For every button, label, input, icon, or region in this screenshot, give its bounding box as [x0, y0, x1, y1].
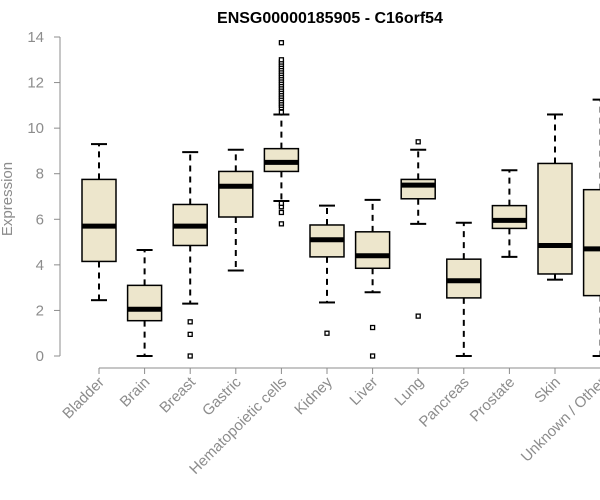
x-tick-label: Breast — [156, 373, 199, 416]
box-bladder — [81, 143, 117, 302]
box-pancreas — [446, 221, 482, 357]
outlier-point — [278, 200, 285, 206]
x-tick-label: Brain — [117, 374, 154, 411]
box-brain — [126, 249, 163, 357]
x-tick-label: Liver — [346, 374, 381, 409]
y-tick-label: 2 — [36, 302, 44, 319]
box-skin — [537, 113, 573, 281]
outlier-point — [187, 331, 193, 338]
x-tick-label: Prostate — [467, 374, 519, 426]
x-tick-label: Skin — [531, 374, 564, 407]
box-liver — [354, 198, 391, 359]
box-breast — [172, 151, 208, 359]
axes: 0 2 4 6 8 10 12 14 — [27, 29, 600, 374]
outlier-point — [369, 353, 376, 359]
outlier-point — [324, 330, 330, 336]
outlier-point — [187, 319, 193, 325]
iqr-box — [491, 204, 528, 230]
outlier-point — [369, 324, 376, 331]
y-tick-label: 0 — [36, 348, 44, 365]
y-axis-label: Expression — [0, 162, 16, 236]
iqr-box — [81, 178, 117, 263]
box-unknown-other — [582, 98, 600, 357]
y-tick-label: 6 — [36, 211, 44, 228]
x-tick-label: Pancreas — [416, 374, 473, 431]
x-tick-label: Lung — [391, 374, 427, 410]
box-prostate — [491, 169, 528, 258]
iqr-box — [354, 231, 391, 270]
iqr-box — [218, 170, 254, 218]
iqr-box — [582, 188, 600, 297]
outlier-point — [278, 209, 285, 216]
iqr-box — [126, 284, 163, 322]
y-tick-label: 14 — [27, 29, 44, 46]
box-lung — [400, 139, 436, 319]
x-tick-label: Gastric — [199, 373, 245, 419]
y-tick-label: 10 — [27, 120, 44, 137]
iqr-box — [537, 162, 573, 275]
outlier-point — [415, 313, 421, 319]
box-gastric — [218, 148, 254, 272]
outlier-point — [187, 353, 193, 359]
box-hematopoietic-cells — [263, 40, 300, 227]
chart-title: ENSG00000185905 - C16orf54 — [217, 10, 443, 27]
y-tick-label: 4 — [36, 257, 44, 274]
box-kidney — [309, 204, 345, 336]
x-tick-label: Kidney — [291, 373, 336, 418]
outlier-point — [415, 139, 421, 145]
boxes-group — [81, 40, 600, 359]
iqr-box — [400, 178, 436, 200]
outlier-point — [278, 221, 285, 227]
y-tick-label: 8 — [36, 166, 44, 183]
outlier-point — [278, 109, 285, 115]
y-tick-label: 12 — [27, 75, 44, 92]
outlier-point — [278, 40, 285, 46]
x-tick-label: Bladder — [59, 374, 108, 423]
outlier-point — [278, 57, 285, 63]
